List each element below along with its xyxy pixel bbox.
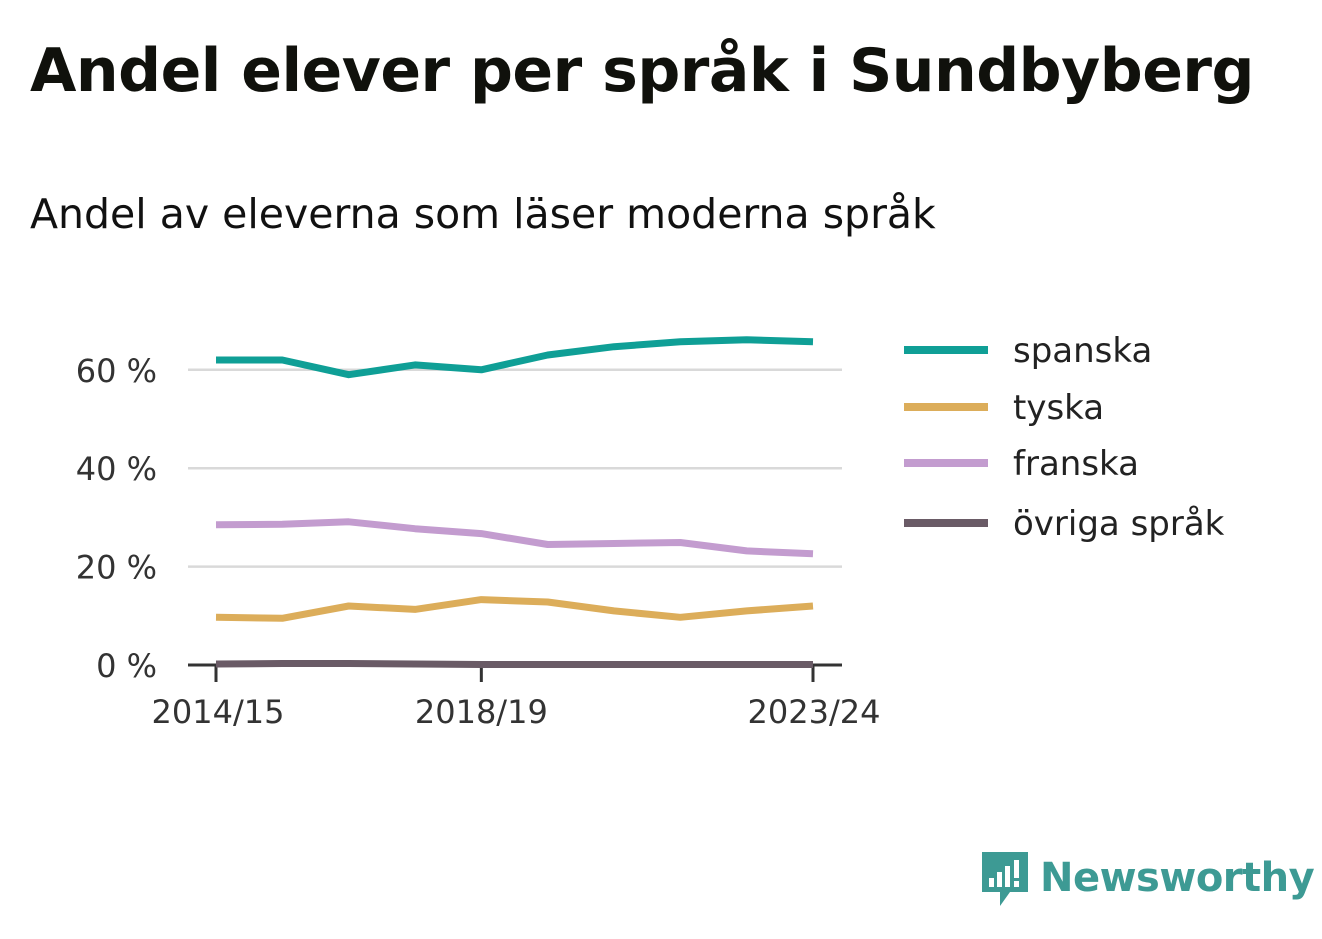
chart-title: Andel elever per språk i Sundbyberg [30, 36, 1254, 106]
series-line-tyska [215, 596, 814, 622]
series-line-övriga-språk [215, 660, 813, 668]
x-tick-label: 2014/15 [152, 693, 285, 731]
legend-label: franska [1013, 444, 1139, 484]
legend-label: spanska [1013, 331, 1152, 371]
legend-label: övriga språk [1013, 504, 1225, 544]
chart-subtitle: Andel av eleverna som läser moderna språ… [30, 190, 936, 238]
y-axis-tick-labels: 0 % 20 % 40 % 60 % [76, 352, 157, 685]
y-tick-label: 60 % [76, 352, 157, 390]
brand-name: Newsworthy [1040, 855, 1315, 901]
x-axis-tick-labels: 2014/15 2018/19 2023/24 [152, 665, 881, 731]
y-tick-label: 40 % [76, 450, 157, 488]
series-line-spanska [216, 336, 814, 379]
x-tick-label: 2018/19 [415, 693, 548, 731]
legend-label: tyska [1013, 388, 1104, 428]
newsworthy-brand: Newsworthy [980, 848, 1315, 908]
x-tick-label: 2023/24 [748, 693, 881, 731]
series-line-franska [215, 518, 814, 558]
y-tick-label: 20 % [76, 549, 157, 587]
newsworthy-logo-icon [982, 852, 1028, 906]
gridlines [188, 368, 842, 568]
legend: spanska tyska franska övriga språk [904, 331, 1225, 544]
y-tick-label: 0 % [96, 647, 157, 685]
series-lines [215, 336, 814, 668]
